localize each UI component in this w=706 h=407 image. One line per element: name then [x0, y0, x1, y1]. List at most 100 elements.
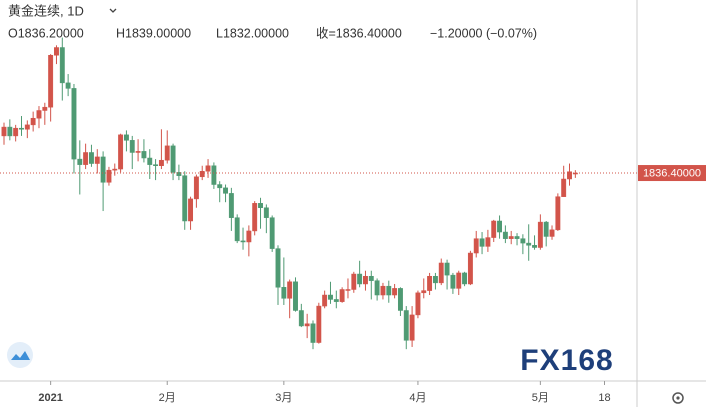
candle-body: [380, 285, 386, 296]
candle-body: [403, 310, 409, 341]
candle-body: [65, 82, 71, 89]
chart-title: 黄金连续, 1D: [8, 3, 84, 18]
candle-body: [199, 171, 205, 178]
gear-hub: [676, 396, 680, 400]
candle-body: [462, 272, 468, 285]
settings-icon[interactable]: [672, 392, 684, 404]
candle-body: [153, 164, 159, 166]
candle-body: [135, 151, 141, 153]
candle-body: [386, 285, 392, 296]
last-price-label: 1836.40000: [643, 167, 701, 179]
candle-body: [397, 288, 403, 311]
candle-body: [193, 176, 199, 200]
candle-body: [141, 151, 147, 159]
plot: [0, 37, 637, 350]
candle-body: [444, 262, 450, 276]
ohlc-header: O1836.20000 H1839.00000 L1832.00000 收=1836.…: [8, 26, 537, 40]
candle-body: [473, 238, 479, 254]
x-tick-label: 18: [598, 392, 610, 404]
candle-body: [368, 275, 374, 281]
candle-body: [129, 140, 135, 153]
candle-body: [549, 229, 555, 237]
candle-body: [537, 221, 543, 248]
candle-body: [357, 273, 363, 285]
candle-body: [158, 159, 164, 166]
x-tick-label: 5月: [532, 392, 549, 404]
candle-body: [228, 193, 234, 218]
candle-body: [112, 168, 118, 171]
candle-body: [89, 152, 94, 164]
ohlc-value: L1832.00000: [216, 26, 289, 40]
tv-logo[interactable]: [7, 342, 33, 368]
x-tick-label: 2021: [38, 392, 62, 404]
candle-body: [42, 106, 48, 111]
candle-body: [170, 145, 176, 173]
candle-body: [520, 238, 526, 244]
logo-mark: [11, 351, 30, 360]
candle-body: [328, 294, 333, 300]
candle-body: [485, 237, 491, 247]
candle-body: [246, 230, 252, 243]
gear: [672, 392, 684, 404]
candle-body: [164, 145, 170, 161]
x-tick-label: 4月: [409, 392, 426, 404]
candle-body: [526, 242, 532, 246]
candle-body: [94, 156, 100, 164]
candle-body: [304, 323, 310, 327]
candle-body: [427, 275, 433, 291]
candle-body: [363, 275, 368, 285]
candle-body: [409, 314, 415, 341]
candle-body: [497, 220, 503, 233]
candle-body: [211, 165, 217, 185]
candle-body: [258, 203, 263, 208]
ohlc-value: −1.20000 (−0.07%): [430, 26, 537, 40]
candle-body: [310, 323, 316, 343]
candle-body: [467, 252, 473, 285]
candle-body: [83, 152, 89, 165]
last-price-box: [638, 165, 706, 182]
candle-body: [298, 310, 304, 327]
candle-body: [456, 272, 462, 289]
candle-body: [1, 126, 7, 137]
candle-body: [287, 281, 293, 299]
candle-body: [491, 220, 497, 238]
candle-body: [234, 217, 240, 242]
candle-body: [147, 157, 153, 165]
x-tick-label: 3月: [275, 392, 292, 404]
candle-body: [432, 275, 438, 284]
interval-chevron[interactable]: [109, 8, 117, 13]
candle-body: [339, 289, 345, 302]
candle-body: [13, 127, 19, 137]
candle-body: [532, 245, 537, 248]
candle-body: [543, 221, 549, 237]
candle-body: [479, 238, 485, 247]
candle-body: [30, 117, 36, 126]
candle-body: [54, 47, 59, 56]
candle-body: [415, 292, 421, 316]
candle-body: [345, 289, 351, 291]
candle-body: [281, 287, 287, 299]
ohlc-value: H1839.00000: [116, 26, 191, 40]
candle-body: [19, 127, 24, 130]
candle-body: [182, 175, 188, 222]
candle-body: [48, 54, 54, 108]
candle-body: [71, 88, 77, 160]
candle-body: [508, 236, 514, 239]
candle-body: [7, 126, 13, 137]
candle-body: [450, 274, 456, 289]
candle-body: [176, 172, 182, 176]
ohlc-value: 收=1836.40000: [316, 26, 402, 40]
candle-body: [333, 299, 339, 302]
candle-body: [269, 217, 275, 249]
candle-body: [24, 124, 30, 130]
candle-body: [438, 262, 444, 284]
candle-body: [106, 169, 112, 183]
candle-body: [100, 156, 106, 183]
candle-body: [123, 134, 129, 141]
candle-body: [263, 207, 269, 218]
candle-body: [77, 158, 83, 165]
candle-body: [502, 231, 508, 239]
